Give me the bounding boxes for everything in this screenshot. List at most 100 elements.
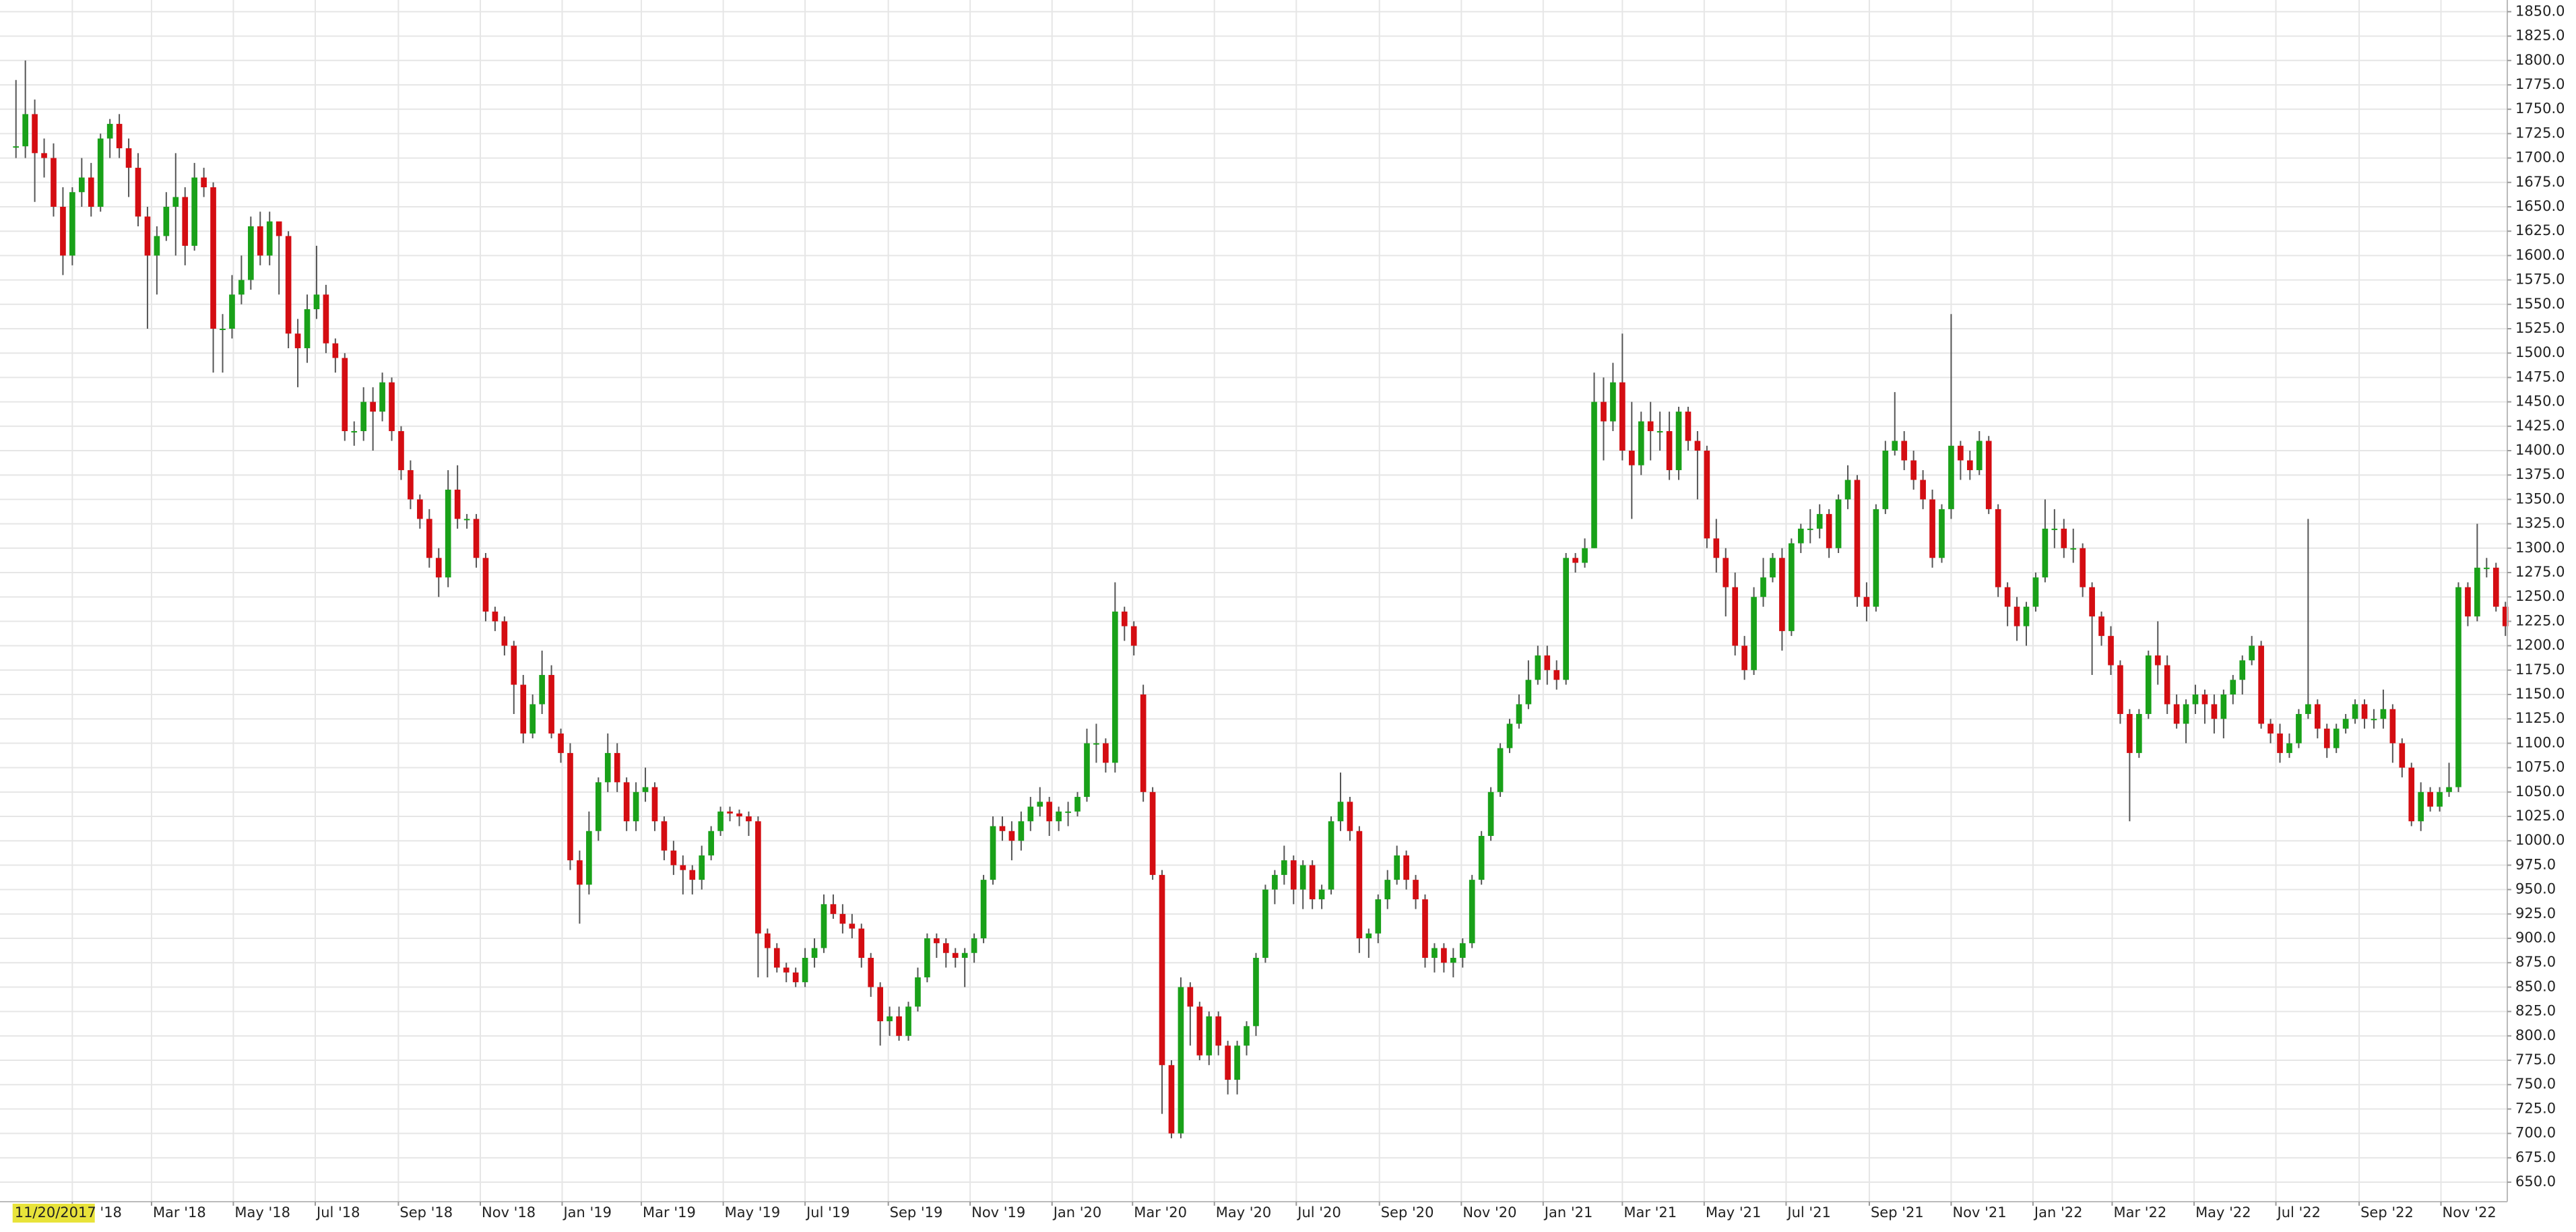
candle-body [2352,704,2358,719]
candle-body [990,826,996,880]
candle-body [1976,441,1983,470]
candle-body [2342,719,2349,729]
x-tick-label: May '21 [1706,1204,1762,1221]
y-tick-label: 1175.0 [2515,661,2565,678]
x-tick-label: May '19 [725,1204,781,1221]
candle-body [201,177,207,188]
candle-body [2286,743,2292,753]
candle-body [1948,445,1954,509]
x-tick-label: Sep '20 [1381,1204,1434,1221]
y-tick-label: 1575.0 [2515,271,2565,288]
candle-body [1591,401,1597,548]
candle-body [1168,1065,1175,1134]
candle-body [1196,1006,1203,1056]
candle-body [868,957,874,987]
x-tick-label: Jan '21 [1543,1204,1593,1221]
candle-body [2399,743,2406,768]
candle-body [2023,606,2030,626]
candle-body [783,967,790,973]
y-tick-label: 775.0 [2515,1051,2556,1068]
y-tick-label: 825.0 [2515,1003,2556,1019]
candle-body [1309,865,1316,900]
y-tick-label: 950.0 [2515,881,2556,897]
y-tick-label: 1300.0 [2515,540,2565,556]
candle-body [548,675,554,734]
candle-body [1844,480,1851,500]
x-tick-label: Mar '22 [2113,1204,2166,1221]
candle-body [971,938,977,953]
candle-body [1394,855,1400,880]
candle-body [1732,587,1739,646]
candle-body [1647,421,1654,432]
candle-body [1187,987,1194,1007]
candle-body [379,382,385,412]
candle-body [501,621,508,646]
candle-body [1610,382,1616,422]
candle-body [69,192,75,256]
candle-body [313,294,320,310]
candle-body [1656,431,1663,433]
y-tick-label: 1150.0 [2515,686,2565,702]
y-tick-label: 1625.0 [2515,222,2565,238]
candle-body [191,177,197,246]
y-tick-label: 1650.0 [2515,198,2565,214]
candle-body [2474,567,2480,617]
crosshair-label-bg [12,1204,95,1223]
candle-body [2042,528,2049,578]
candle-body [1337,802,1344,822]
candle-body [1225,1045,1231,1080]
candle-body [1074,797,1081,812]
candle-body [520,684,527,734]
candle-body [811,948,818,958]
candle-body [370,401,376,412]
candle-body [1816,514,1823,529]
candle-body [426,519,432,558]
candles [13,60,2509,1138]
candle-body [2465,587,2471,617]
candle-body [1563,558,1570,680]
candle-body [2108,636,2114,666]
candle-body [680,865,686,870]
candle-body [1365,933,1372,939]
candle-body [1140,694,1147,792]
candle-body [60,206,66,256]
y-tick-label: 1100.0 [2515,734,2565,750]
y-tick-label: 1775.0 [2515,76,2565,92]
y-tick-label: 1325.0 [2515,515,2565,531]
candle-body [952,952,959,958]
candle-body [1046,802,1053,822]
candle-body [1873,509,1879,607]
candle-body [2437,791,2443,807]
candle-body [1516,704,1522,724]
x-tick-label: Sep '19 [890,1204,943,1221]
candle-body [1459,943,1466,958]
candle-body [2154,655,2161,666]
candle-body [1065,811,1071,813]
candle-body [463,519,470,521]
candle-body [492,611,498,622]
candle-body [633,791,639,822]
candle-body [79,177,85,193]
y-tick-label: 800.0 [2515,1027,2556,1043]
y-tick-label: 1250.0 [2515,588,2565,604]
candle-body [88,177,94,207]
candle-body [2249,645,2255,661]
candle-body [2220,694,2227,719]
candle-body [116,123,123,149]
candle-body [1995,509,2001,587]
x-tick-label: Nov '21 [1952,1204,2006,1221]
y-tick-label: 1450.0 [2515,393,2565,410]
candle-body [802,957,808,983]
y-tick-label: 1675.0 [2515,174,2565,190]
candle-body [2173,704,2180,724]
candle-body [342,358,348,432]
candle-body [529,704,536,734]
candle-body [2211,704,2218,719]
candle-body [51,158,57,207]
candle-body [708,831,714,855]
candle-body [1789,543,1795,631]
candle-body [1920,480,1926,500]
candle-body [1638,421,1644,465]
candle-body [257,226,263,256]
